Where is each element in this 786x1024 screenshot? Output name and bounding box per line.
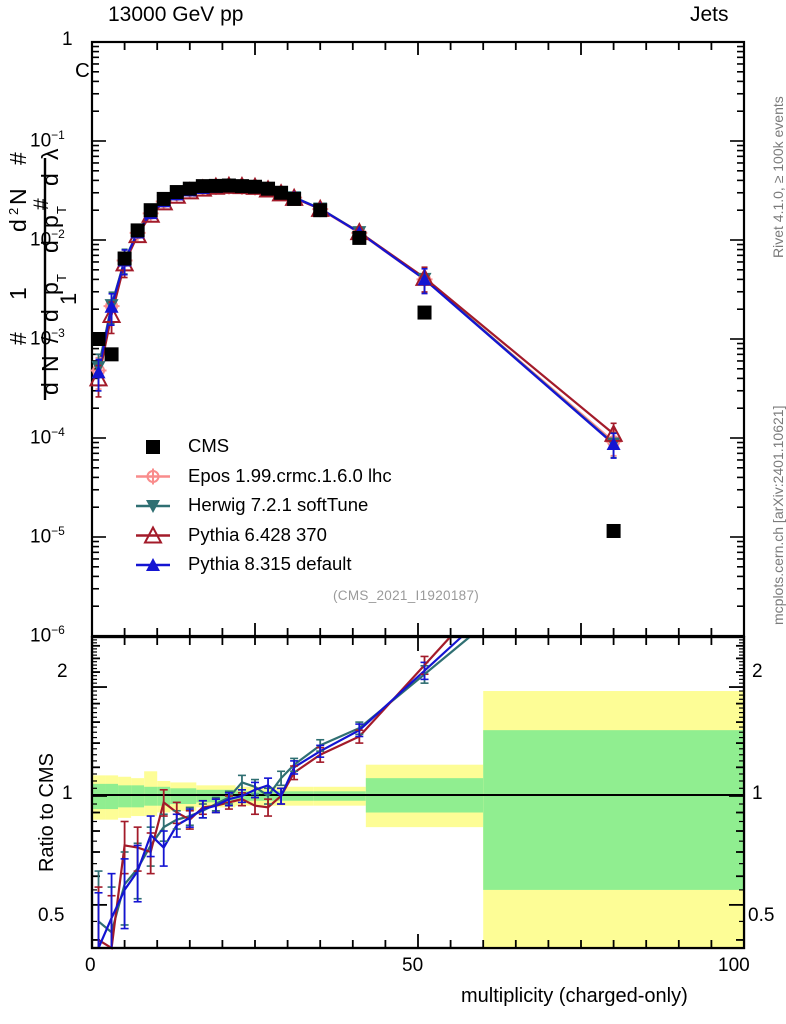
main-y-ticks <box>92 41 744 637</box>
ratio-ytick-2-left: 2 <box>57 661 68 682</box>
yaxis-N: N <box>5 188 31 205</box>
yaxis-Nnum: N <box>37 355 63 372</box>
main-ytick-1: 10−1 <box>30 128 65 152</box>
ratio-yaxis-label: Ratio to CMS <box>36 753 58 872</box>
main-ytick-3: 10−3 <box>30 326 65 350</box>
yaxis-label-group: # 1 d 2 N # d N / d p T d p T d λ <box>5 148 69 400</box>
header-left-label: 13000 GeV pp <box>108 3 244 26</box>
main-data-series <box>88 175 624 538</box>
yaxis-lambda: λ <box>37 148 63 160</box>
legend-label-1: Epos 1.99.crmc.1.6.0 lhc <box>188 464 392 486</box>
xtick-50: 50 <box>402 955 424 976</box>
yaxis-d2: d <box>37 309 63 322</box>
yaxis-slash: / <box>37 336 63 343</box>
yaxis-d3: d <box>37 240 63 253</box>
ratio-ytick-05-right: 0.5 <box>748 905 775 926</box>
legend-label-2: Herwig 7.2.1 softTune <box>188 494 369 515</box>
legend-label-4: Pythia 8.315 default <box>188 553 352 574</box>
yaxis-pT-sub3: T <box>54 206 69 214</box>
legend-label-3: Pythia 6.428 370 <box>188 523 327 545</box>
ratio-ytick-1-right: 1 <box>752 783 763 804</box>
legend-markers <box>136 440 170 571</box>
ratio-panel <box>90 635 746 950</box>
yaxis-pT-sub2: T <box>54 274 69 282</box>
yaxis-d2N: d <box>5 219 31 232</box>
xaxis-label: multiplicity (charged-only) <box>461 985 688 1007</box>
yaxis-dN: d <box>37 382 63 395</box>
yaxis-p2: p <box>37 282 63 295</box>
main-plot-frame <box>90 40 746 638</box>
ratio-ytick-1-left: 1 <box>62 783 73 804</box>
yaxis-one: 1 <box>5 287 31 300</box>
legend-label-0: CMS <box>188 435 230 456</box>
ratio-ytick-05-left: 0.5 <box>38 905 65 926</box>
main-ytick-0: 1 <box>62 29 73 50</box>
main-x-ticks <box>91 42 745 636</box>
ratio-ytick-2-right: 2 <box>752 661 763 682</box>
header-right-label: Jets <box>690 3 729 26</box>
ratio-plot-frame-top <box>90 635 746 950</box>
analysis-id-watermark: (CMS_2021_I1920187) <box>333 588 480 603</box>
yaxis-hash1: # <box>5 332 31 345</box>
xtick-0: 0 <box>85 955 96 976</box>
yaxis-sup2: 2 <box>6 208 21 215</box>
main-panel <box>88 40 746 638</box>
main-ytick-5: 10−5 <box>30 524 65 548</box>
main-ytick-6: 10−6 <box>30 623 65 647</box>
main-ytick-4: 10−4 <box>30 425 65 449</box>
xtick-100: 100 <box>718 955 750 976</box>
yaxis-p3: p <box>37 215 63 228</box>
yaxis-d4: d <box>37 173 63 186</box>
main-ytick-2: 10−2 <box>30 227 65 251</box>
yaxis-hash2: # <box>5 152 31 165</box>
